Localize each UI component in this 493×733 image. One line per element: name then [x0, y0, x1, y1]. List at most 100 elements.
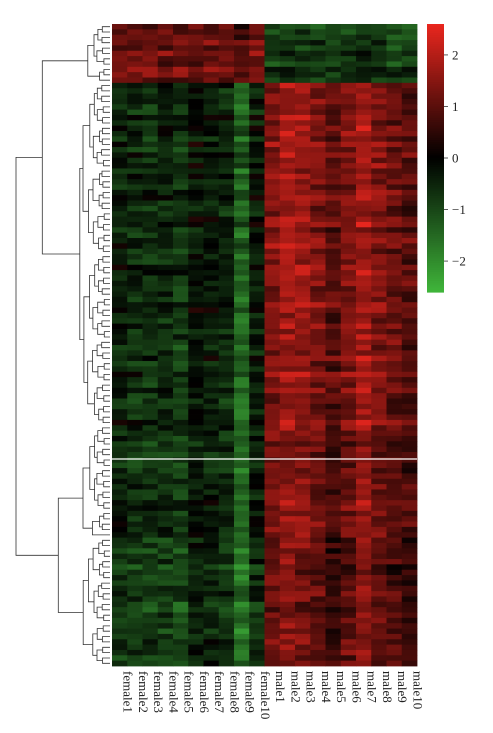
heatmap-cell [127, 259, 143, 266]
heatmap-cell [340, 345, 357, 351]
heatmap-cell [188, 307, 204, 314]
heatmap-cell [234, 564, 250, 571]
heatmap-cell [325, 109, 342, 116]
heatmap-cell [264, 24, 281, 30]
heatmap-cell [249, 216, 265, 223]
colorbar-segment [427, 124, 444, 128]
heatmap-cell [401, 644, 418, 651]
heatmap-cell [295, 355, 311, 362]
heatmap-cell [157, 452, 174, 458]
colorbar-segment [427, 32, 444, 36]
heatmap-cell [218, 66, 235, 73]
colorbar-segment [427, 274, 444, 277]
heatmap-cell [142, 50, 159, 57]
heatmap-cell [112, 468, 128, 474]
column-label: female8 [227, 671, 242, 713]
heatmap-cell [310, 473, 326, 480]
heatmap-cell [371, 189, 387, 196]
heatmap-cell [112, 377, 128, 383]
heatmap-cell [112, 607, 128, 613]
heatmap-cell [112, 601, 128, 608]
heatmap-cell [356, 569, 372, 576]
heatmap-cell [173, 152, 189, 159]
heatmap-cell [112, 387, 128, 394]
heatmap-cell [157, 109, 174, 116]
heatmap-cell [295, 526, 311, 533]
heatmap-cell [279, 371, 296, 378]
heatmap-cell [356, 371, 372, 378]
heatmap-cell [386, 168, 403, 175]
heatmap-cell [371, 393, 387, 399]
heatmap-cell [325, 131, 342, 137]
heatmap-cell [188, 120, 204, 127]
heatmap-cell [386, 136, 403, 143]
heatmap-cell [157, 644, 174, 651]
dendrogram-branch [102, 127, 110, 135]
colorbar-segment [427, 180, 444, 184]
heatmap-cell [203, 147, 220, 153]
heatmap-cell [386, 655, 403, 662]
column-labels: female1 female2 female3 female4 female5 femal… [121, 671, 426, 719]
column-label: female5 [182, 671, 197, 713]
heatmap-cell [173, 649, 189, 656]
heatmap-cell [371, 72, 387, 78]
heatmap-cell [264, 238, 281, 244]
heatmap-cell [325, 409, 342, 415]
heatmap-cell [203, 264, 220, 271]
heatmap-cell [173, 644, 189, 651]
heatmap-cell [386, 575, 403, 581]
heatmap-cell [340, 200, 357, 207]
heatmap-cell [249, 291, 265, 298]
heatmap-cell [142, 221, 159, 228]
heatmap-cell [264, 569, 281, 576]
heatmap-cell [325, 50, 342, 57]
heatmap-cell [325, 259, 342, 266]
heatmap-cell [173, 345, 189, 351]
colorbar-segment [427, 278, 444, 282]
heatmap-cell [310, 446, 326, 453]
heatmap-cell [264, 61, 281, 68]
column-label: male5 [334, 671, 349, 703]
heatmap-cell [188, 526, 204, 533]
colorbar-segment [427, 220, 444, 224]
heatmap-cell [356, 77, 372, 84]
heatmap-cell [218, 591, 235, 597]
heatmap-cell [203, 462, 220, 469]
heatmap-cell [218, 596, 235, 603]
heatmap-cell [295, 473, 311, 480]
heatmap-cell [112, 639, 128, 645]
heatmap-cell [371, 345, 387, 351]
heatmap-cell [218, 56, 235, 62]
heatmap-cell [340, 601, 357, 608]
heatmap-cell [279, 500, 296, 506]
heatmap-cell [295, 339, 311, 346]
heatmap-cell [340, 141, 357, 148]
heatmap-cell [188, 607, 204, 613]
heatmap-cell [340, 473, 357, 480]
heatmap-cell [112, 430, 128, 437]
heatmap-cell [234, 131, 250, 137]
heatmap-cell [234, 334, 250, 341]
heatmap-cell [264, 334, 281, 341]
heatmap-cell [173, 238, 189, 244]
heatmap-cell [386, 243, 403, 250]
heatmap-cell [173, 591, 189, 597]
heatmap-cell [295, 248, 311, 255]
heatmap-cell [401, 489, 418, 496]
heatmap-cell [142, 457, 159, 464]
heatmap-cell [295, 430, 311, 437]
heatmap-cell [264, 168, 281, 175]
heatmap-cell [203, 109, 220, 116]
heatmap-cell [142, 280, 159, 287]
dendrogram-branch [103, 331, 110, 338]
heatmap-cell [157, 221, 174, 228]
row-dendrogram [15, 26, 110, 664]
heatmap-cell [264, 125, 281, 132]
heatmap-cell [173, 623, 189, 629]
heatmap-cell [142, 591, 159, 597]
heatmap-cell [295, 521, 311, 528]
heatmap-cell [371, 259, 387, 266]
heatmap-cell [203, 548, 220, 555]
heatmap-cell [340, 516, 357, 522]
heatmap-cell [112, 339, 128, 346]
